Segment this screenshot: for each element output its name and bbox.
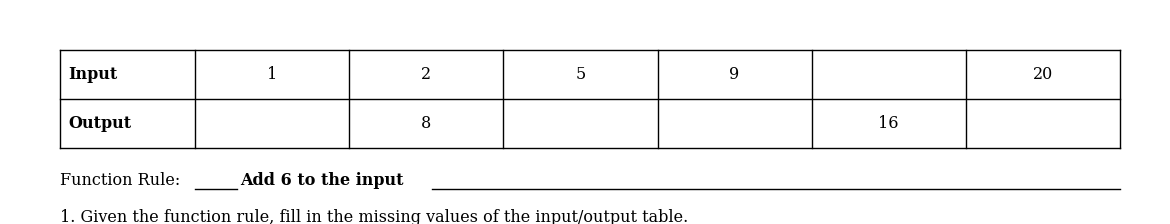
Text: 9: 9	[729, 66, 739, 83]
Text: 1. Given the function rule, fill in the missing values of the input/output table: 1. Given the function rule, fill in the …	[60, 209, 688, 224]
Text: 8: 8	[421, 115, 432, 132]
Text: 5: 5	[576, 66, 585, 83]
Text: 2: 2	[421, 66, 432, 83]
Text: Output: Output	[68, 115, 131, 132]
Text: Input: Input	[68, 66, 117, 83]
Text: 20: 20	[1033, 66, 1053, 83]
Text: 1: 1	[267, 66, 277, 83]
Text: 16: 16	[879, 115, 899, 132]
Text: Add 6 to the input: Add 6 to the input	[240, 172, 404, 189]
Text: Function Rule:: Function Rule:	[60, 172, 185, 189]
